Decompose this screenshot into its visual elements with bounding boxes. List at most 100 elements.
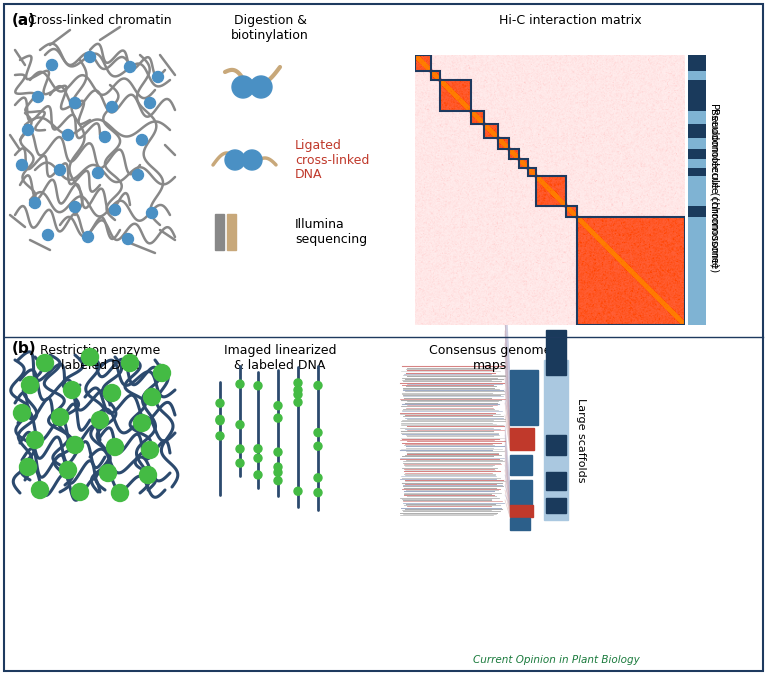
Text: Large scaffolds: Large scaffolds xyxy=(576,398,586,482)
Text: Restriction enzyme
labeled DNA: Restriction enzyme labeled DNA xyxy=(40,344,160,372)
Circle shape xyxy=(314,429,322,437)
Circle shape xyxy=(91,412,108,429)
Bar xyxy=(688,148,706,159)
Bar xyxy=(688,124,706,138)
Circle shape xyxy=(216,432,224,440)
Circle shape xyxy=(47,59,58,70)
Text: Pseudomolecule (chromosome): Pseudomolecule (chromosome) xyxy=(710,108,720,272)
Bar xyxy=(498,138,509,148)
Bar xyxy=(215,214,224,250)
Circle shape xyxy=(250,76,272,98)
Bar xyxy=(415,55,431,71)
Circle shape xyxy=(133,414,150,431)
Circle shape xyxy=(123,234,133,244)
Bar xyxy=(688,217,706,325)
Bar xyxy=(535,176,566,206)
Circle shape xyxy=(254,382,262,389)
Circle shape xyxy=(137,134,147,146)
Text: Hi-C interaction matrix: Hi-C interaction matrix xyxy=(499,14,641,27)
Circle shape xyxy=(153,364,170,381)
Bar xyxy=(688,55,706,71)
Circle shape xyxy=(216,415,224,423)
Circle shape xyxy=(153,72,163,82)
Circle shape xyxy=(42,230,54,240)
Bar xyxy=(688,168,706,176)
Circle shape xyxy=(274,414,282,422)
Circle shape xyxy=(274,468,282,477)
Circle shape xyxy=(146,207,157,219)
Circle shape xyxy=(143,389,160,406)
Bar xyxy=(227,214,236,250)
Bar xyxy=(471,111,484,124)
Circle shape xyxy=(67,437,84,454)
Circle shape xyxy=(93,167,104,178)
Bar xyxy=(688,176,706,206)
Circle shape xyxy=(81,348,98,365)
Circle shape xyxy=(19,458,37,475)
Circle shape xyxy=(236,459,244,467)
Bar xyxy=(510,428,534,450)
Circle shape xyxy=(83,232,94,242)
Circle shape xyxy=(314,381,322,389)
Circle shape xyxy=(314,474,322,482)
Bar xyxy=(510,480,532,505)
Circle shape xyxy=(62,130,74,140)
Bar xyxy=(688,138,706,148)
Circle shape xyxy=(294,398,302,406)
Bar xyxy=(509,148,519,159)
Bar xyxy=(688,206,706,217)
Circle shape xyxy=(64,381,81,398)
Bar xyxy=(566,206,577,217)
Circle shape xyxy=(274,463,282,471)
Circle shape xyxy=(254,445,262,453)
Circle shape xyxy=(71,483,88,500)
Circle shape xyxy=(22,124,34,136)
Circle shape xyxy=(294,379,302,387)
Circle shape xyxy=(121,354,139,371)
Circle shape xyxy=(294,391,302,398)
Bar xyxy=(510,370,538,425)
Circle shape xyxy=(70,202,81,213)
Bar xyxy=(546,472,566,490)
Circle shape xyxy=(107,101,117,113)
Circle shape xyxy=(32,92,44,103)
Bar xyxy=(577,217,685,325)
Bar xyxy=(440,80,471,111)
Circle shape xyxy=(236,380,244,388)
Circle shape xyxy=(144,97,156,109)
Circle shape xyxy=(225,150,245,170)
Circle shape xyxy=(314,489,322,497)
Bar xyxy=(510,505,533,517)
Circle shape xyxy=(236,421,244,429)
Circle shape xyxy=(84,51,96,63)
Circle shape xyxy=(37,354,54,371)
Circle shape xyxy=(70,97,81,109)
Circle shape xyxy=(17,159,28,171)
Circle shape xyxy=(60,462,77,479)
Text: Illumina
sequencing: Illumina sequencing xyxy=(295,218,367,246)
Circle shape xyxy=(274,477,282,485)
Circle shape xyxy=(254,471,262,479)
Circle shape xyxy=(274,402,282,410)
Text: (b): (b) xyxy=(12,341,37,356)
Text: Imaged linearized
& labeled DNA: Imaged linearized & labeled DNA xyxy=(224,344,336,372)
Bar xyxy=(528,168,535,176)
Circle shape xyxy=(107,439,123,456)
Circle shape xyxy=(140,466,156,483)
Bar xyxy=(546,435,566,455)
Bar xyxy=(688,80,706,111)
Bar xyxy=(546,498,566,513)
Bar xyxy=(519,159,528,168)
Circle shape xyxy=(104,385,120,402)
Circle shape xyxy=(294,386,302,394)
Circle shape xyxy=(236,445,244,453)
Bar xyxy=(546,330,566,375)
Text: Pseudomolecule (chromosome): Pseudomolecule (chromosome) xyxy=(710,103,720,267)
Circle shape xyxy=(294,487,302,495)
Circle shape xyxy=(100,464,117,481)
Circle shape xyxy=(242,150,262,170)
Text: Current Opinion in Plant Biology: Current Opinion in Plant Biology xyxy=(473,655,640,665)
Bar xyxy=(688,111,706,124)
Bar xyxy=(688,71,706,80)
Bar xyxy=(510,518,530,530)
